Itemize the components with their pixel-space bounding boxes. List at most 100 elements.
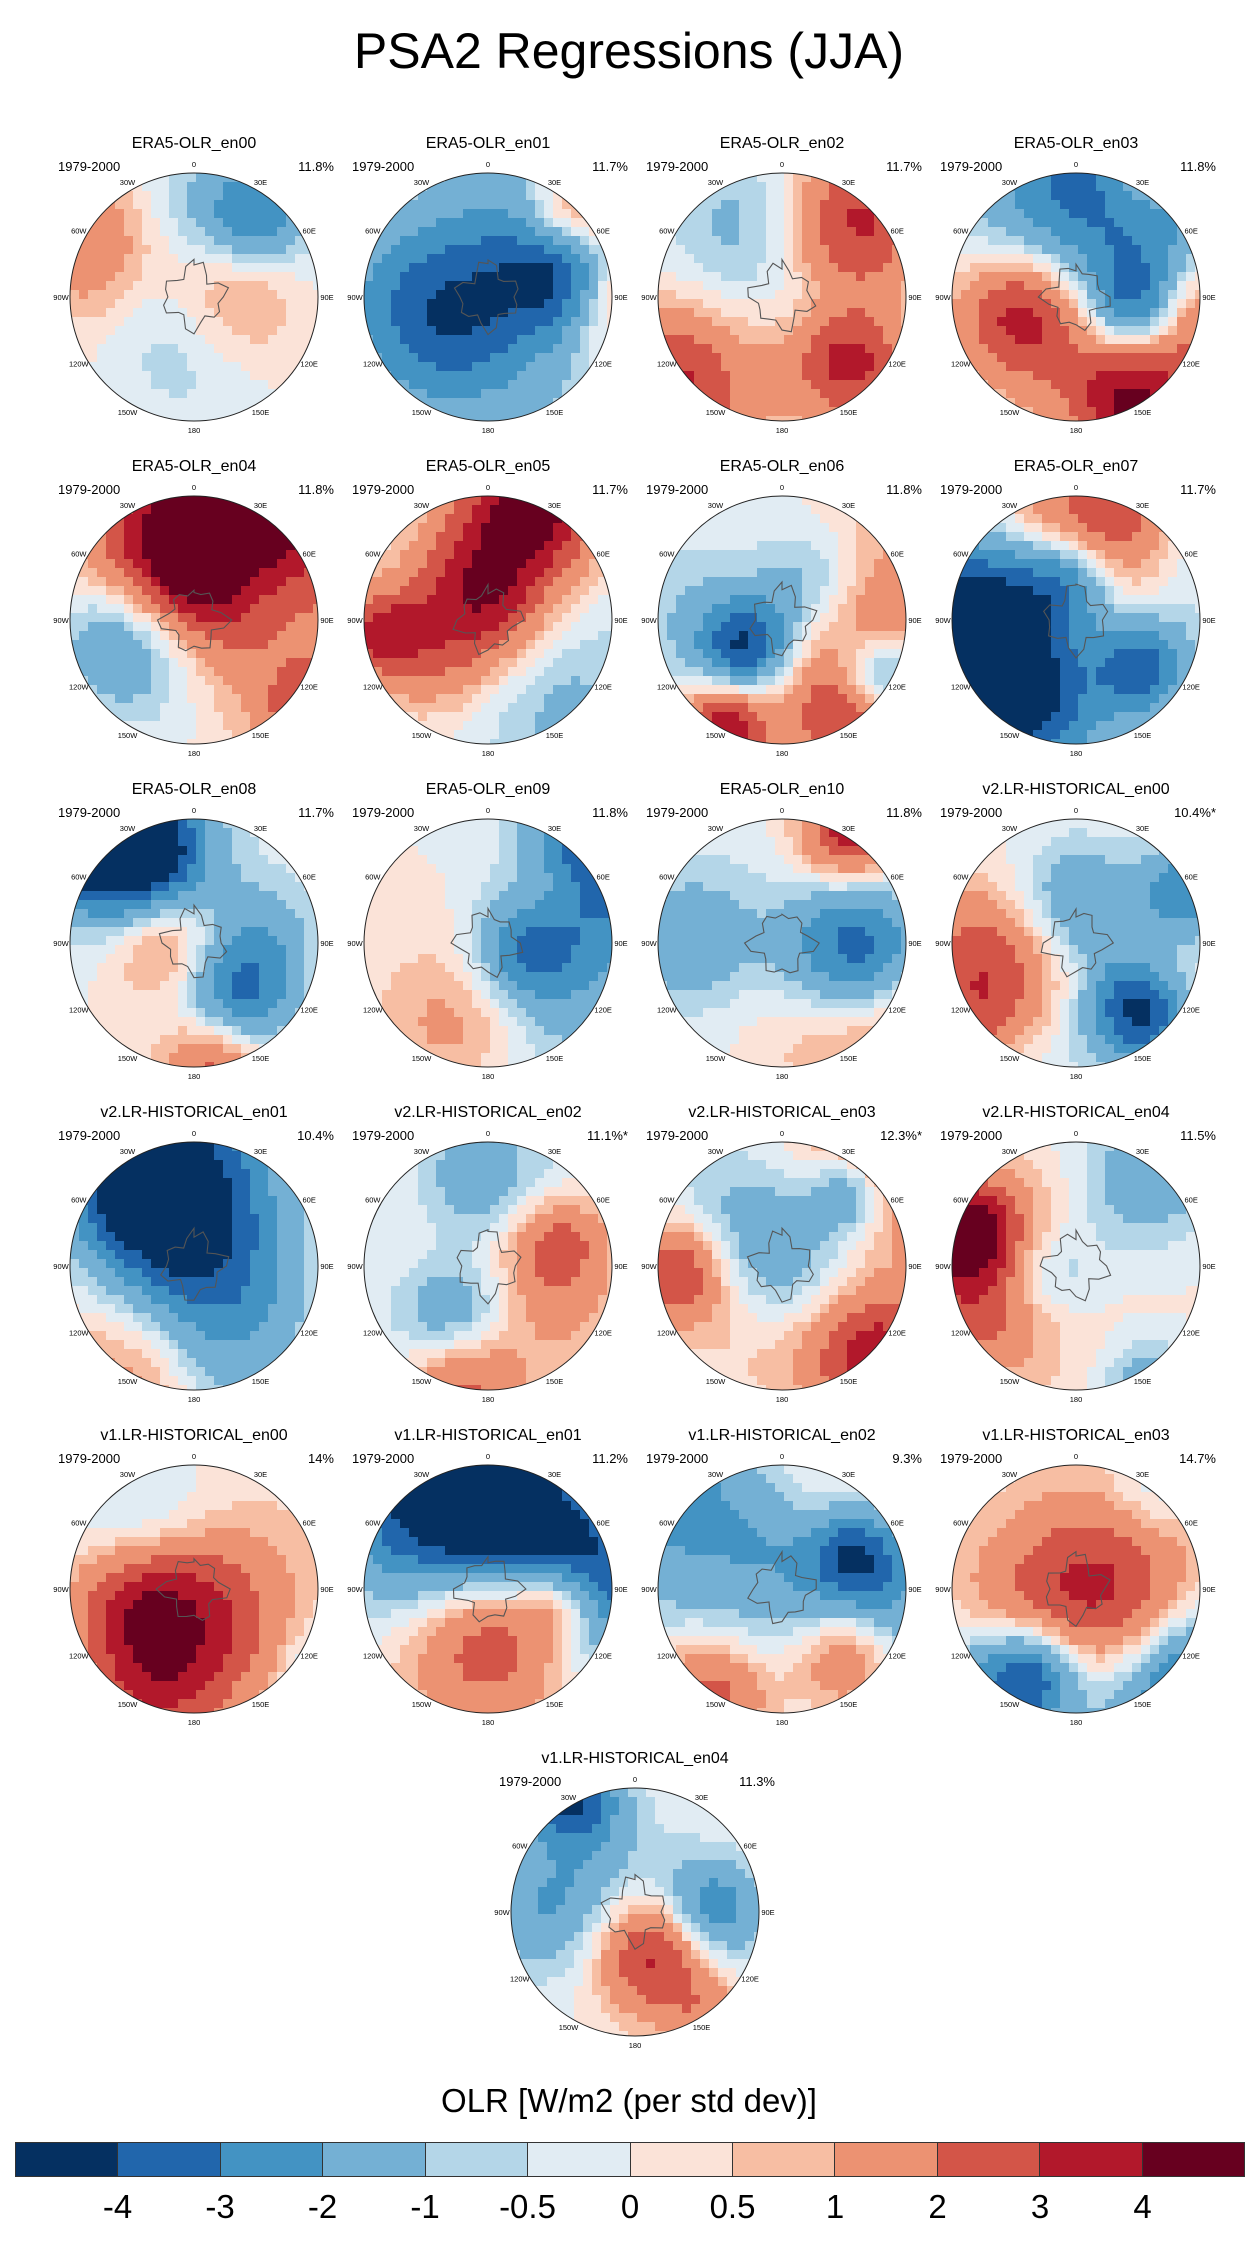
longitude-label: 30W	[1002, 1470, 1018, 1479]
polar-map: 0 30E 60E 90E 120E 150E 180 150W 120W 90W 60W 30W	[53, 483, 333, 758]
longitude-label: 150E	[840, 731, 858, 740]
polar-map: 0 30E 60E 90E 120E 150E 180 150W 120W 90W 60W 30W	[641, 806, 921, 1081]
field-cells	[658, 819, 906, 1067]
longitude-label: 150E	[252, 1054, 270, 1063]
longitude-label: 150W	[118, 1054, 139, 1063]
panel-title: v2.LR-HISTORICAL_en04	[982, 1104, 1170, 1121]
longitude-label: 120W	[657, 1652, 678, 1661]
longitude-label: 0	[486, 483, 490, 492]
longitude-label: 120E	[888, 683, 906, 692]
longitude-label: 60W	[71, 873, 87, 882]
map-panel: 0 30E 60E 90E 120E 150E 180 150W 120W 90W 60W 30W v2…	[926, 781, 1226, 1081]
longitude-label: 150W	[706, 731, 727, 740]
longitude-label: 0	[1074, 806, 1078, 815]
colorbar-swatch	[630, 2143, 733, 2176]
map-panel: 0 30E 60E 90E 120E 150E 180 150W 120W 90W 60W 30W v1…	[926, 1427, 1226, 1727]
longitude-label: 60W	[512, 1842, 528, 1851]
longitude-label: 90W	[935, 1262, 951, 1271]
longitude-label: 0	[780, 1452, 784, 1461]
panel-title: ERA5-OLR_en02	[719, 135, 845, 152]
longitude-label: 180	[482, 1072, 495, 1081]
longitude-label: 120W	[69, 1652, 90, 1661]
panel-period: 1979-2000	[58, 1128, 121, 1143]
colorbar-swatch	[220, 2143, 324, 2176]
longitude-label: 120E	[594, 1006, 612, 1015]
longitude-label: 30W	[120, 1470, 136, 1479]
longitude-label: 90E	[614, 1262, 627, 1271]
colorbar-tick-label: 4	[1133, 2188, 1152, 2225]
polar-map: 0 30E 60E 90E 120E 150E 180 150W 120W 90W 60W 30W	[935, 806, 1215, 1081]
longitude-label: 60E	[303, 227, 316, 236]
longitude-label: 30E	[1136, 824, 1149, 833]
field-cells	[952, 1465, 1200, 1713]
longitude-label: 90E	[320, 1262, 333, 1271]
longitude-label: 0	[486, 1452, 490, 1461]
longitude-label: 60W	[71, 1519, 87, 1528]
longitude-label: 30E	[695, 1793, 708, 1802]
field-cells	[70, 1465, 318, 1713]
longitude-label: 30W	[120, 1147, 136, 1156]
longitude-label: 90W	[935, 1585, 951, 1594]
longitude-label: 90W	[53, 1585, 69, 1594]
colorbar-tick-label: -3	[205, 2188, 235, 2225]
longitude-label: 30E	[842, 1147, 855, 1156]
panel-variance: 11.8%	[298, 159, 334, 174]
longitude-label: 150E	[252, 731, 270, 740]
panel-period: 1979-2000	[940, 1451, 1003, 1466]
longitude-label: 120W	[951, 360, 972, 369]
longitude-label: 180	[776, 1072, 789, 1081]
longitude-label: 120W	[363, 360, 384, 369]
longitude-label: 180	[188, 1395, 201, 1404]
panel-variance: 11.1%*	[587, 1128, 628, 1143]
longitude-label: 150E	[1134, 1700, 1152, 1709]
polar-map: 0 30E 60E 90E 120E 150E 180 150W 120W 90W 60W 30W	[347, 1452, 627, 1727]
longitude-label: 0	[1074, 1129, 1078, 1138]
longitude-label: 150E	[546, 1700, 564, 1709]
panel-variance: 11.8%	[592, 805, 628, 820]
longitude-label: 60W	[365, 227, 381, 236]
longitude-label: 180	[482, 1395, 495, 1404]
longitude-label: 30W	[708, 178, 724, 187]
panel-variance: 11.7%	[592, 482, 628, 497]
field-cells	[70, 819, 318, 1067]
colorbar-tick-label: 1	[825, 2188, 845, 2225]
longitude-label: 150E	[1134, 1054, 1152, 1063]
longitude-label: 30W	[414, 178, 430, 187]
longitude-label: 90W	[347, 1585, 363, 1594]
longitude-label: 90W	[347, 293, 363, 302]
longitude-label: 90W	[641, 616, 657, 625]
field-cells	[952, 173, 1200, 421]
longitude-label: 180	[776, 426, 789, 435]
field-cells	[364, 819, 612, 1067]
longitude-label: 0	[192, 1452, 196, 1461]
longitude-label: 30W	[708, 824, 724, 833]
field-cells	[658, 496, 906, 744]
colorbar-swatch	[1142, 2143, 1245, 2176]
panel-title: ERA5-OLR_en06	[719, 458, 845, 475]
panel-variance: 14.7%	[1179, 1451, 1216, 1466]
panel-title: ERA5-OLR_en00	[131, 135, 257, 152]
panel-variance: 11.7%	[1180, 482, 1216, 497]
longitude-label: 60W	[659, 550, 675, 559]
longitude-label: 90W	[347, 1262, 363, 1271]
polar-map: 0 30E 60E 90E 120E 150E 180 150W 120W 90W 60W 30W	[641, 483, 921, 758]
longitude-label: 60W	[365, 1519, 381, 1528]
longitude-label: 30E	[548, 824, 561, 833]
longitude-label: 90W	[53, 1262, 69, 1271]
longitude-label: 180	[1070, 1072, 1083, 1081]
panel-period: 1979-2000	[352, 1451, 415, 1466]
panel-variance: 11.8%	[1180, 159, 1216, 174]
longitude-label: 30W	[414, 824, 430, 833]
panel-period: 1979-2000	[58, 1451, 121, 1466]
longitude-label: 150W	[706, 408, 727, 417]
field-cells	[952, 819, 1200, 1067]
longitude-label: 30E	[548, 1470, 561, 1479]
figure-title: PSA2 Regressions (JJA)	[353, 23, 905, 79]
longitude-label: 120W	[951, 1006, 972, 1015]
longitude-label: 180	[482, 749, 495, 758]
longitude-label: 60E	[1185, 873, 1198, 882]
longitude-label: 60W	[953, 1196, 969, 1205]
longitude-label: 180	[1070, 749, 1083, 758]
longitude-label: 120W	[657, 1329, 678, 1338]
longitude-label: 150W	[118, 1700, 139, 1709]
